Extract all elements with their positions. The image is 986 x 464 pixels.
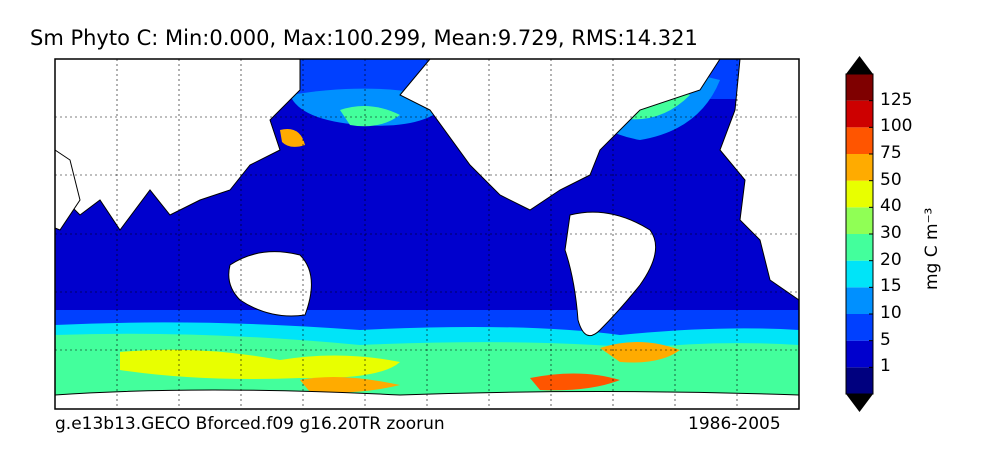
south-america-land (564, 211, 657, 337)
north-pacific-green (340, 106, 400, 127)
colorbar-tick-label: 75 (880, 143, 902, 163)
colorbar-tick-label: 100 (880, 116, 913, 137)
run-name: g.e13b13.GECO Bforced.f09 g16.20TR zooru… (55, 414, 445, 434)
date-range: 1986-2005 (688, 414, 781, 434)
colorbar-tick-label: 1 (880, 356, 891, 377)
colorbar-segment (846, 260, 873, 288)
colorbar-tick-label: 30 (880, 223, 902, 243)
colorbar-tick-label: 10 (880, 303, 902, 323)
argentine-shelf-orange (600, 341, 680, 363)
colorbar-segment (846, 234, 873, 261)
colorbar-segment (846, 74, 873, 101)
colorbar-segment (846, 180, 873, 208)
colorbar-tick-label: 15 (880, 276, 902, 297)
colorbar-tick-label: 20 (880, 249, 902, 270)
north-america-land (399, 58, 721, 211)
graticule (55, 59, 799, 409)
antarctic-red (530, 373, 620, 391)
colorbar-segment (846, 207, 873, 234)
colorbar-tick-label: 50 (880, 169, 902, 190)
colorbar-tick-label: 125 (880, 89, 913, 110)
colorbar (845, 56, 874, 412)
colorbar-segment (846, 127, 873, 154)
colorbar-segment (846, 154, 873, 181)
colorbar-over-arrow (846, 56, 873, 74)
map-title: Sm Phyto C: Min:0.000, Max:100.299, Mean… (30, 26, 698, 50)
australia-land (228, 251, 312, 317)
antarctic-orange-1 (300, 376, 400, 393)
colorbar-tick-label: 5 (880, 329, 891, 350)
map-frame (54, 58, 800, 410)
map-panel (54, 58, 800, 410)
colorbar-under-arrow (846, 394, 873, 412)
japan-coastal-orange (280, 129, 305, 147)
colorbar-unit-label: mg C m⁻³ (922, 207, 942, 290)
colorbar-segment (846, 287, 873, 314)
southern-ocean-yellow (120, 349, 400, 379)
colorbar-segment (846, 367, 873, 394)
colorbar-tick-label: 40 (880, 196, 902, 217)
colorbar-segment (846, 314, 873, 341)
colorbar-segment (846, 100, 873, 128)
colorbar-segment (846, 340, 873, 368)
